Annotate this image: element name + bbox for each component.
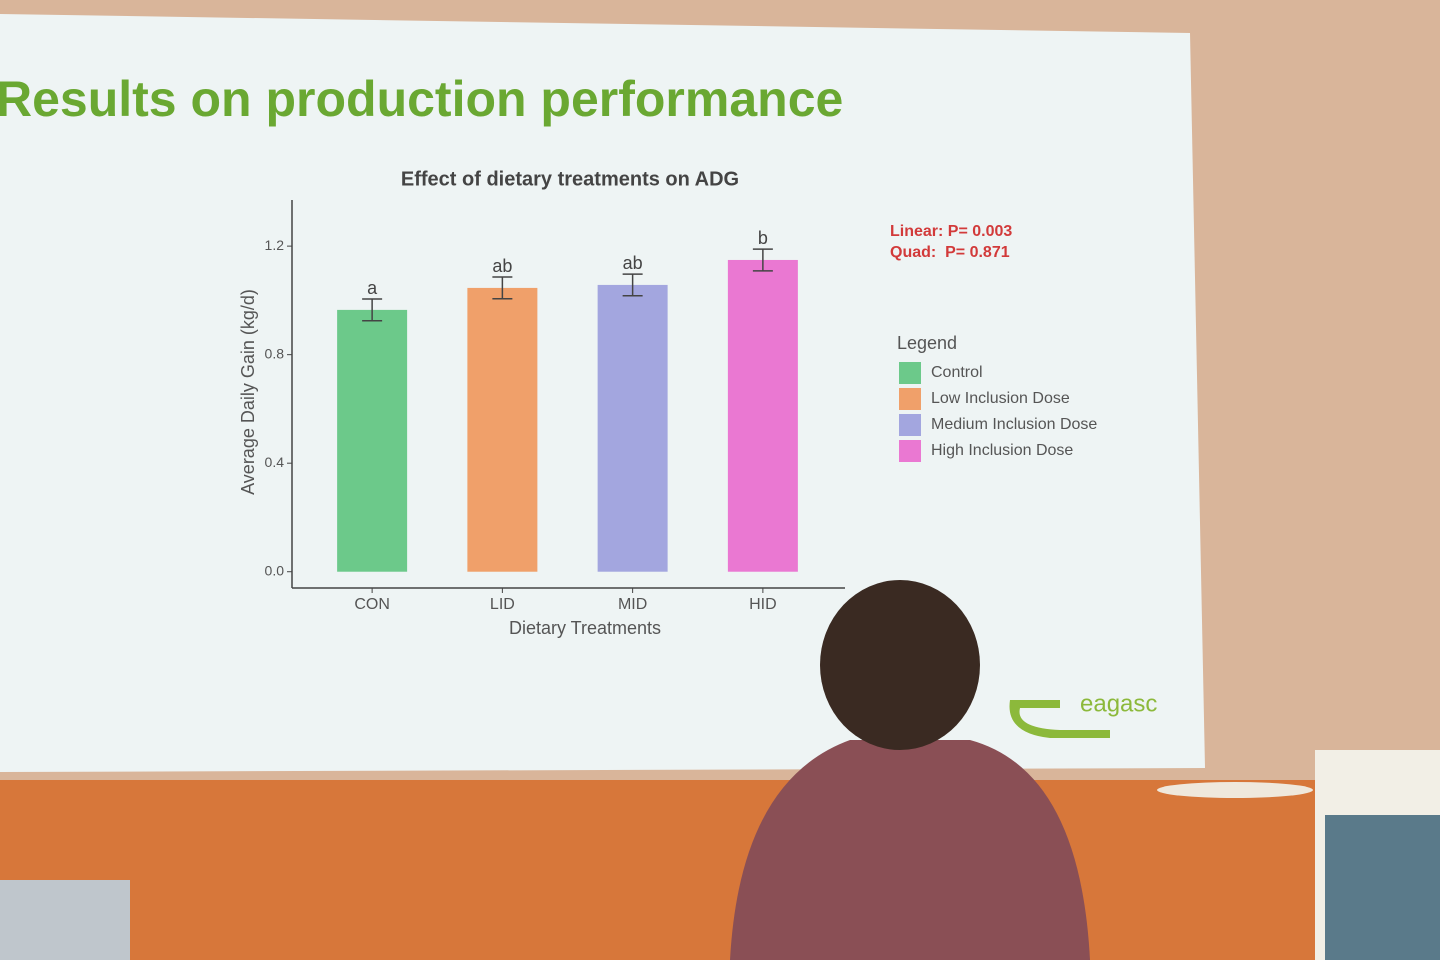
slide-title: Results on production performance <box>0 71 843 127</box>
chart-title: Effect of dietary treatments on ADG <box>401 168 739 190</box>
logo-mark <box>1009 700 1110 738</box>
audience-head <box>820 580 980 750</box>
podium-banner <box>1325 815 1440 960</box>
legend-swatch <box>899 440 921 462</box>
legend-entry: High Inclusion Dose <box>931 442 1073 459</box>
y-tick-label: 0.8 <box>265 345 285 361</box>
legend-title: Legend <box>897 333 957 353</box>
x-tick-label: MID <box>618 596 647 613</box>
error-bar <box>362 298 383 322</box>
desk <box>0 880 130 960</box>
bar <box>337 309 408 572</box>
significance-letter: b <box>758 228 768 248</box>
bar <box>467 287 538 572</box>
annotation: Linear: P= 0.003 <box>890 223 1012 240</box>
bar <box>727 259 798 572</box>
y-tick-label: 1.2 <box>265 237 285 253</box>
x-tick-label: LID <box>490 596 515 613</box>
legend-entry: Low Inclusion Dose <box>931 390 1070 407</box>
logo-text: eagasc <box>1080 690 1157 717</box>
y-tick-label: 0.4 <box>265 454 285 470</box>
significance-letter: ab <box>492 256 512 276</box>
x-axis-title: Dietary Treatments <box>509 618 661 638</box>
annotation: Quad: P= 0.871 <box>890 244 1010 261</box>
chart: Effect of dietary treatments on ADG Dieta… <box>238 168 1098 637</box>
error-bar <box>752 248 773 272</box>
significance-letter: ab <box>623 253 643 273</box>
legend-entry: Control <box>931 364 983 381</box>
legend-swatch <box>899 414 921 436</box>
side-table <box>1157 782 1313 798</box>
error-bar <box>492 276 513 300</box>
audience-member <box>730 740 1090 960</box>
y-tick-label: 0.0 <box>265 562 285 578</box>
x-tick-label: CON <box>354 596 390 613</box>
significance-letter: a <box>367 278 378 298</box>
legend-swatch <box>899 362 921 384</box>
error-bar <box>622 273 643 297</box>
stage-wall <box>0 780 1440 960</box>
bar <box>597 284 668 572</box>
x-tick-label: HID <box>749 596 777 613</box>
legend-swatch <box>899 388 921 410</box>
y-axis-title: Average Daily Gain (kg/d) <box>238 289 258 495</box>
legend-entry: Medium Inclusion Dose <box>931 416 1097 433</box>
